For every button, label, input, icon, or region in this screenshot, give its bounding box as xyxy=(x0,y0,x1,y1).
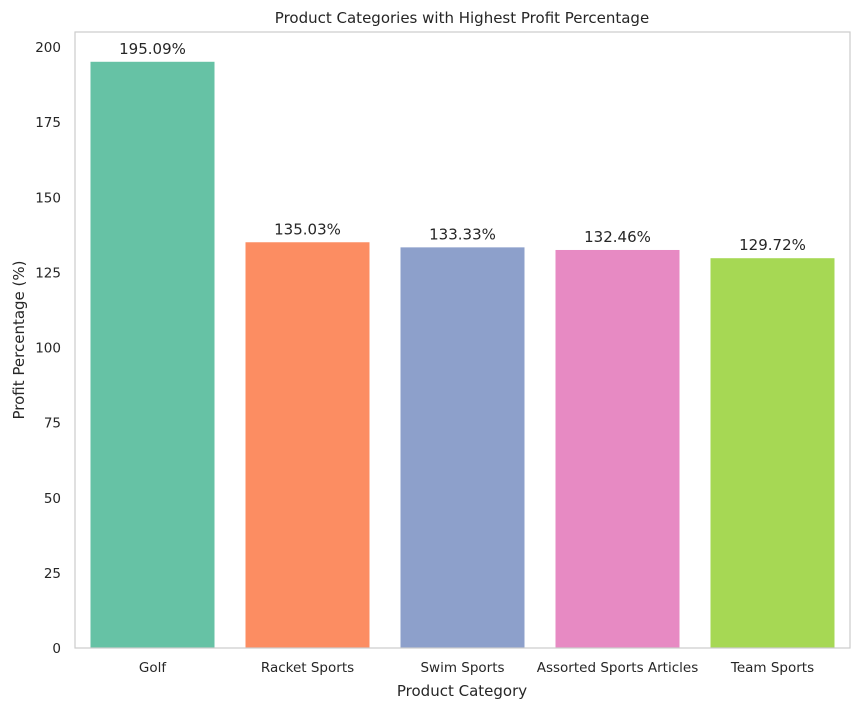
bar-golf xyxy=(90,61,215,649)
bar-racket-sports xyxy=(245,242,370,648)
y-tick-label: 200 xyxy=(35,40,61,56)
bar-assorted-sports-articles xyxy=(555,249,680,648)
data-label: 133.33% xyxy=(429,225,496,243)
y-axis-label: Profit Percentage (%) xyxy=(10,260,28,419)
data-label: 129.72% xyxy=(739,236,806,254)
y-tick-label: 150 xyxy=(35,190,61,206)
chart-title: Product Categories with Highest Profit P… xyxy=(275,9,649,27)
data-label: 135.03% xyxy=(274,220,341,238)
x-tick-label: Golf xyxy=(139,660,167,676)
y-tick-label: 25 xyxy=(44,566,61,582)
x-axis-ticks: Golf Racket Sports Swim Sports Assorted Spo… xyxy=(139,660,814,676)
data-label: 195.09% xyxy=(119,40,186,58)
x-tick-label: Team Sports xyxy=(730,660,814,676)
x-tick-label: Racket Sports xyxy=(261,660,354,676)
y-tick-label: 75 xyxy=(44,416,61,432)
x-axis-label: Product Category xyxy=(397,682,527,700)
y-tick-label: 100 xyxy=(35,341,61,357)
bar-team-sports xyxy=(710,258,835,648)
x-tick-label: Swim Sports xyxy=(420,660,504,676)
data-labels: 195.09% 135.03% 133.33% 132.46% 129.72% xyxy=(119,40,806,254)
y-tick-label: 50 xyxy=(44,491,61,507)
y-tick-label: 0 xyxy=(52,641,61,657)
y-axis-ticks: 0 25 50 75 100 125 150 175 200 xyxy=(35,40,61,657)
plot-frame xyxy=(74,31,851,649)
x-tick-label: Assorted Sports Articles xyxy=(537,660,698,676)
y-tick-label: 125 xyxy=(35,265,61,281)
bar-swim-sports xyxy=(400,247,525,648)
y-tick-label: 175 xyxy=(35,115,61,131)
bars xyxy=(90,61,835,649)
data-label: 132.46% xyxy=(584,228,651,246)
